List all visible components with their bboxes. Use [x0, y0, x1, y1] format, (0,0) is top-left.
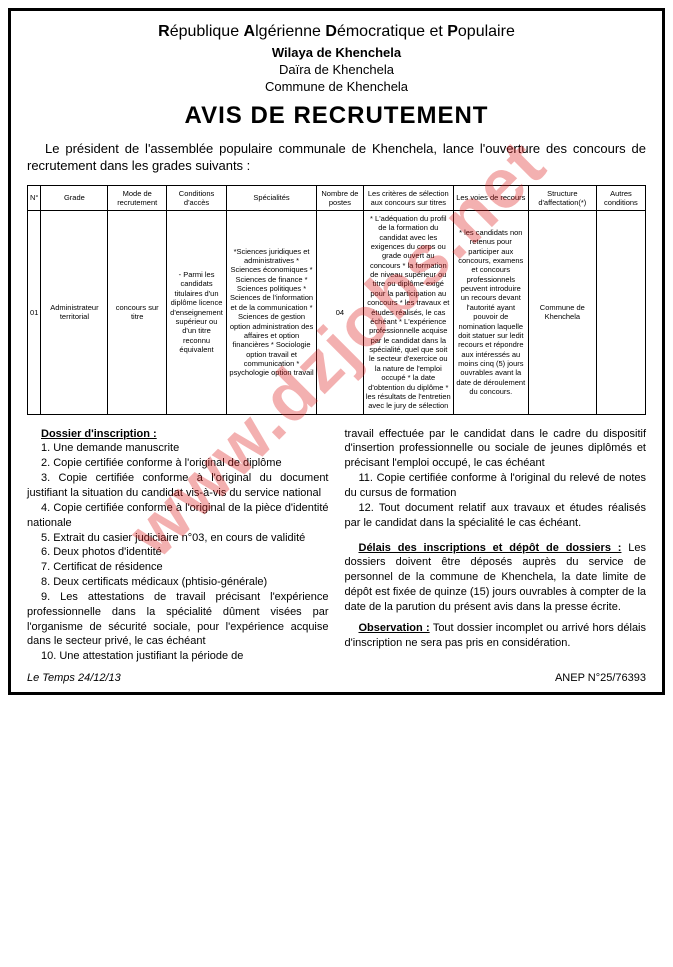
- dossier-item: 4. Copie certifiée conforme à l'original…: [27, 501, 329, 531]
- footer-right: ANEP N°25/76393: [555, 672, 646, 684]
- cell-num: 01: [28, 210, 41, 414]
- column-right: travail effectuée par le candidat dans l…: [345, 427, 647, 665]
- table-row: 01 Administrateur territorial concours s…: [28, 210, 646, 414]
- dossier-item: 9. Les attestations de travail précisant…: [27, 590, 329, 649]
- dossier-item: 11. Copie certifiée conforme à l'origina…: [345, 471, 647, 501]
- dossier-heading: Dossier d'inscription :: [41, 428, 157, 440]
- cell-autres: [596, 210, 645, 414]
- table-header-row: N° Grade Mode de recrutement Conditions …: [28, 185, 646, 210]
- th-mode: Mode de recrutement: [108, 185, 167, 210]
- cell-recours: * les candidats non retenus pour partici…: [453, 210, 528, 414]
- commune: Commune de Khenchela: [265, 79, 408, 94]
- delais-heading: Délais des inscriptions et dépôt de doss…: [359, 542, 622, 554]
- th-conditions: Conditions d'accès: [167, 185, 227, 210]
- document-frame: www.dzjobs.net République Algérienne Dém…: [8, 8, 665, 695]
- dossier-cont: travail effectuée par le candidat dans l…: [345, 427, 647, 472]
- cell-mode: concours sur titre: [108, 210, 167, 414]
- wilaya: Wilaya de Khenchela: [272, 45, 401, 60]
- column-left: Dossier d'inscription : 1. Une demande m…: [27, 427, 329, 665]
- recruitment-table: N° Grade Mode de recrutement Conditions …: [27, 185, 646, 415]
- footer-left: Le Temps 24/12/13: [27, 672, 121, 684]
- dossier-item: 5. Extrait du casier judiciaire n°03, en…: [27, 531, 329, 546]
- cell-grade: Administrateur territorial: [41, 210, 108, 414]
- th-nombre: Nombre de postes: [317, 185, 364, 210]
- daira: Daïra de Khenchela: [279, 62, 394, 77]
- cell-conditions: - Parmi les candidats titulaires d'un di…: [167, 210, 227, 414]
- th-grade: Grade: [41, 185, 108, 210]
- dossier-item: 10. Une attestation justifiant la périod…: [27, 649, 329, 664]
- dossier-item: 12. Tout document relatif aux travaux et…: [345, 501, 647, 531]
- th-autres: Autres conditions: [596, 185, 645, 210]
- footer: Le Temps 24/12/13 ANEP N°25/76393: [27, 672, 646, 684]
- th-num: N°: [28, 185, 41, 210]
- intro-text: Le président de l'assemblée populaire co…: [27, 140, 646, 175]
- body-columns: Dossier d'inscription : 1. Une demande m…: [27, 427, 646, 665]
- header-location: Wilaya de Khenchela Daïra de Khenchela C…: [27, 45, 646, 96]
- dossier-item: 3. Copie certifiée conforme à l'original…: [27, 471, 329, 501]
- cell-criteres: * L'adéquation du profil de la formation…: [363, 210, 453, 414]
- th-recours: Les voies de recours: [453, 185, 528, 210]
- cell-specialites: *Sciences juridiques et administratives …: [227, 210, 317, 414]
- dossier-item: 6. Deux photos d'identité: [27, 545, 329, 560]
- dossier-item: 7. Certificat de résidence: [27, 560, 329, 575]
- dossier-item: 8. Deux certificats médicaux (phtisio-gé…: [27, 575, 329, 590]
- th-criteres: Les critères de sélection aux concours s…: [363, 185, 453, 210]
- document-title: AVIS DE RECRUTEMENT: [27, 102, 646, 130]
- dossier-item: 2. Copie certifiée conforme à l'original…: [27, 456, 329, 471]
- header-republic: République Algérienne Démocratique et Po…: [27, 23, 646, 41]
- dossier-item: 1. Une demande manuscrite: [27, 441, 329, 456]
- cell-structure: Commune de Khenchela: [528, 210, 596, 414]
- observation-heading: Observation :: [359, 622, 430, 634]
- cell-nombre: 04: [317, 210, 364, 414]
- th-structure: Structure d'affectation(*): [528, 185, 596, 210]
- th-specialites: Spécialités: [227, 185, 317, 210]
